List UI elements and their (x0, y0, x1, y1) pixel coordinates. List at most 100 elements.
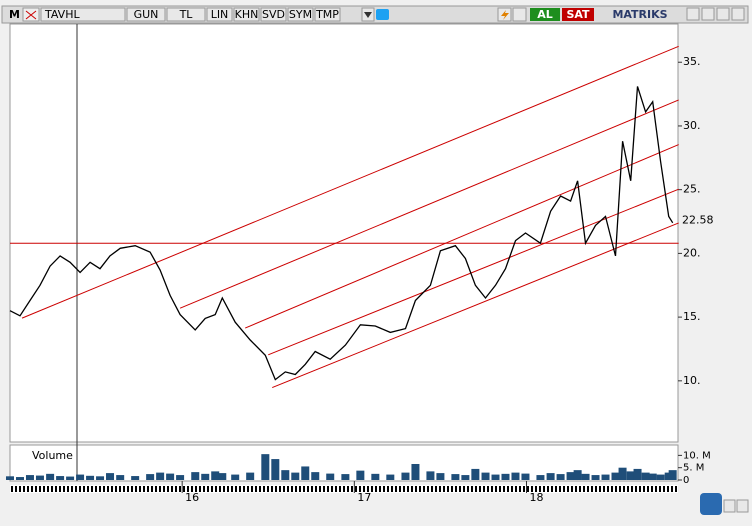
volume-title: Volume (32, 449, 73, 462)
volume-bar (106, 473, 115, 480)
symbol-box[interactable] (40, 7, 126, 22)
trend-line (268, 188, 679, 356)
volume-bar (156, 472, 165, 480)
symbol: TAVHL (44, 8, 80, 21)
close-icon (25, 10, 37, 20)
volume-bar (511, 472, 520, 480)
volume-bar (436, 473, 445, 480)
toolbar-button[interactable] (206, 7, 233, 22)
volume-bar (341, 474, 350, 480)
volume-bar (56, 476, 65, 480)
sell-button[interactable] (562, 8, 594, 21)
volume-bar (231, 474, 240, 480)
toolbar-button[interactable] (166, 7, 206, 22)
buy-label: AL (537, 8, 553, 21)
trend-line (272, 222, 679, 389)
volume-bar (116, 475, 125, 480)
volume-tick-label: 5. M (683, 463, 704, 474)
window-close-button[interactable] (731, 7, 745, 21)
y-tick-label: 35. (683, 55, 701, 68)
y-tick-label: 15. (683, 310, 701, 323)
volume-bar (573, 470, 582, 480)
volume-bar (411, 463, 420, 480)
volume-bar (546, 473, 555, 480)
toolbar-button-label: SVD (262, 8, 285, 21)
toolbar-button[interactable] (260, 7, 287, 22)
volume-bar (521, 473, 530, 480)
toolbar-button[interactable] (126, 7, 166, 22)
volume-bar (481, 472, 490, 480)
price-panel (9, 23, 679, 443)
flash-icon (501, 10, 509, 20)
volume-bar (281, 470, 290, 480)
y-tick-label: 25. (683, 183, 701, 196)
volume-bar (591, 475, 600, 480)
sync-button[interactable] (700, 493, 722, 515)
toolbar-button-label: KHN (235, 8, 259, 21)
volume-bar (211, 471, 220, 480)
volume-bar (76, 474, 85, 480)
maximize-button[interactable] (701, 7, 715, 21)
buy-button[interactable] (530, 8, 560, 21)
toolbar-button-label: TL (179, 8, 194, 21)
toolbar-button-label: SYM (289, 8, 312, 21)
refresh-button[interactable] (512, 7, 527, 22)
volume-bar (166, 473, 175, 480)
volume-bar (566, 472, 575, 480)
y-tick-label: 20. (683, 246, 701, 259)
trend-line (179, 99, 679, 309)
volume-bar (641, 472, 650, 480)
x-tick-label: 16 (185, 491, 199, 504)
x-tick-label: 18 (529, 491, 543, 504)
sell-label: SAT (566, 8, 590, 21)
volume-bar (633, 468, 642, 480)
volume-bar (356, 470, 365, 480)
y-tick-label: 30. (683, 119, 701, 132)
volume-bar (246, 472, 255, 480)
volume-bar (146, 474, 155, 480)
volume-bar (35, 475, 44, 480)
volume-tick-label: 0 (683, 475, 689, 486)
volume-bar (271, 459, 280, 480)
volume-bar (626, 471, 635, 480)
volume-bar (386, 474, 395, 480)
volume-bar (451, 474, 460, 480)
volume-bar (556, 474, 565, 480)
last-price-label: 22.58 (682, 214, 714, 227)
volume-bar (96, 476, 105, 480)
toolbar-button[interactable] (233, 7, 260, 22)
trend-line (21, 45, 679, 319)
volume-bar (261, 454, 270, 480)
volume-bar (291, 472, 300, 480)
volume-tick-label: 10. M (683, 450, 711, 461)
volume-bar (15, 477, 24, 480)
x-tick-label: 17 (357, 491, 371, 504)
twitter-button[interactable] (376, 9, 389, 20)
volume-bar (656, 474, 665, 480)
toolbar-button-label: LIN (211, 8, 229, 21)
volume-bar (611, 472, 620, 480)
volume-bar (461, 475, 470, 480)
toolbar-button-label: TMP (315, 8, 339, 21)
volume-bar (581, 473, 590, 480)
dropdown-icon (364, 12, 372, 18)
volume-bar (426, 471, 435, 480)
volume-bar (371, 473, 380, 480)
scroll-right[interactable] (736, 499, 749, 513)
toolbar-button[interactable] (314, 7, 341, 22)
toolbar-button-label: GUN (134, 8, 159, 21)
volume-bar (648, 473, 657, 480)
restore-button[interactable] (716, 7, 730, 21)
scroll-left[interactable] (723, 499, 736, 513)
volume-bar (218, 473, 227, 480)
volume-bar (131, 476, 140, 480)
toolbar-button[interactable] (287, 7, 314, 22)
minimize-button[interactable] (686, 7, 700, 21)
volume-bar (601, 474, 610, 480)
volume-bar (471, 468, 480, 480)
trend-line (244, 144, 679, 329)
logo: M (9, 8, 20, 21)
volume-bar (46, 473, 55, 480)
